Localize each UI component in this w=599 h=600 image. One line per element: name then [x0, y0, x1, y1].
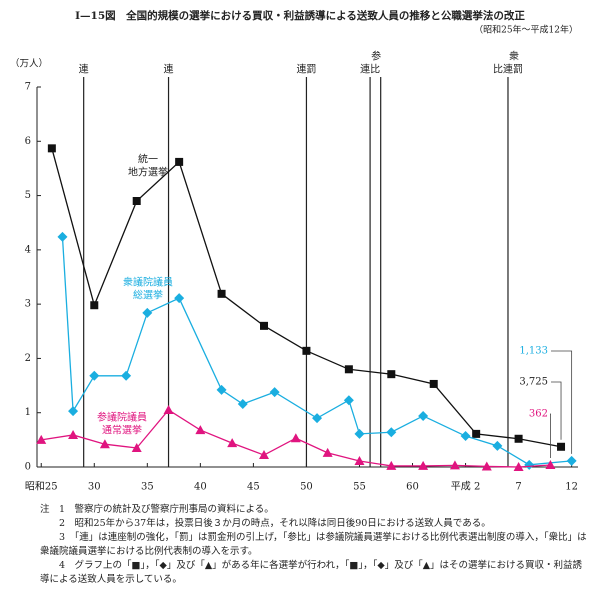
marker: [386, 460, 397, 470]
x-tick-label: 平成 2: [451, 481, 481, 493]
marker: [227, 438, 238, 448]
marker: [312, 413, 323, 424]
x-tick-label: 昭和25: [25, 481, 58, 493]
series-label: 地方選挙: [128, 166, 168, 179]
value-label: 3,725: [519, 377, 548, 388]
series-label: 総選挙: [133, 289, 163, 302]
marker: [514, 434, 523, 443]
marker: [524, 459, 535, 470]
chart-subtitle: （昭和25年～平成12年）: [474, 24, 578, 36]
revision-label: 連: [79, 63, 89, 76]
marker: [217, 289, 226, 298]
marker: [460, 431, 471, 442]
marker: [269, 387, 280, 398]
revision-label: 連罰: [296, 63, 316, 76]
series-label: 通常選挙: [102, 424, 142, 437]
marker: [259, 450, 270, 460]
marker: [354, 428, 365, 439]
marker: [418, 410, 429, 421]
marker: [260, 321, 269, 330]
note: 2 昭和25年から37年は，投票日後３か月の時点，それ以降は同日後90日における…: [40, 518, 491, 529]
marker: [47, 144, 56, 153]
marker: [90, 301, 99, 310]
y-tick-label: 0: [25, 462, 31, 473]
marker: [322, 447, 333, 457]
marker: [344, 365, 353, 374]
marker: [131, 443, 142, 452]
value-label: 362: [529, 409, 548, 420]
marker: [290, 433, 301, 443]
x-tick-label: 50: [300, 482, 313, 493]
series-label: 参議院議員: [97, 411, 147, 424]
marker: [513, 462, 524, 471]
marker: [57, 231, 68, 242]
marker: [481, 461, 492, 471]
x-tick-label: 55: [353, 482, 366, 493]
note: 4 グラフ上の「■」，「◆」及び「▲」がある年に各選挙が行われ，「■」，「◆」及…: [40, 560, 582, 585]
marker: [557, 442, 566, 451]
marker: [216, 384, 227, 395]
marker: [566, 455, 577, 466]
marker: [472, 429, 481, 438]
y-tick-label: 5: [25, 190, 31, 201]
revision-label: 参: [371, 50, 381, 63]
x-tick-label: 30: [88, 482, 101, 493]
series-label: 統一: [138, 153, 158, 166]
marker: [429, 379, 438, 388]
leader-line: [551, 381, 562, 440]
x-tick-label: 60: [406, 482, 419, 493]
marker: [418, 460, 429, 470]
marker: [99, 439, 110, 449]
marker: [545, 460, 556, 470]
revision-label: 衆: [509, 50, 519, 63]
x-tick-label: 7: [515, 482, 521, 493]
leader-line: [551, 350, 573, 454]
x-tick-label: 40: [194, 482, 207, 493]
marker: [237, 399, 248, 410]
marker: [174, 293, 185, 304]
marker: [36, 434, 47, 444]
y-tick-label: 2: [25, 353, 31, 364]
chart-title: Ⅰ—15図 全国的規模の選挙における買収・利益誘導による送致人員の推移と公職選挙…: [75, 9, 525, 22]
y-tick-label: 3: [25, 299, 31, 310]
x-tick-label: 45: [247, 482, 260, 493]
revision-label: 連比: [360, 63, 380, 76]
leader-line: [550, 413, 551, 459]
value-label: 1,133: [519, 346, 548, 357]
marker: [387, 370, 396, 379]
marker: [354, 456, 365, 466]
chart: Ⅰ—15図 全国的規模の選挙における買収・利益誘導による送致人員の推移と公職選挙…: [10, 9, 578, 493]
series-label: 衆議院議員: [123, 276, 173, 289]
y-tick-label: 6: [25, 136, 31, 147]
marker: [132, 197, 141, 205]
y-tick-label: 1: [25, 407, 31, 418]
x-tick-label: 12: [565, 482, 578, 493]
marker: [175, 157, 184, 166]
series-line: [61, 236, 572, 466]
y-tick-label: 7: [25, 82, 31, 93]
marker: [68, 429, 79, 439]
marker: [142, 307, 153, 318]
x-tick-label: 35: [141, 482, 154, 493]
revision-label: 連: [164, 63, 174, 76]
marker: [492, 440, 503, 451]
marker: [163, 405, 174, 414]
marker: [68, 406, 79, 417]
note: 3 「連」は連座制の強化，「罰」は罰金刑の引上げ，「参比」は参議院議員選挙におけ…: [40, 532, 587, 557]
marker: [121, 370, 132, 381]
marker: [302, 346, 311, 355]
y-axis-label: （万人）: [10, 58, 48, 70]
marker: [195, 425, 206, 435]
y-tick-label: 4: [25, 244, 31, 255]
marker: [343, 395, 354, 406]
marker: [89, 370, 100, 381]
note: 注 1 警察庁の統計及び警察庁刑事局の資料による。: [40, 504, 274, 515]
marker: [449, 460, 460, 470]
marker: [386, 427, 397, 438]
revision-label: 比連罰: [493, 63, 523, 76]
